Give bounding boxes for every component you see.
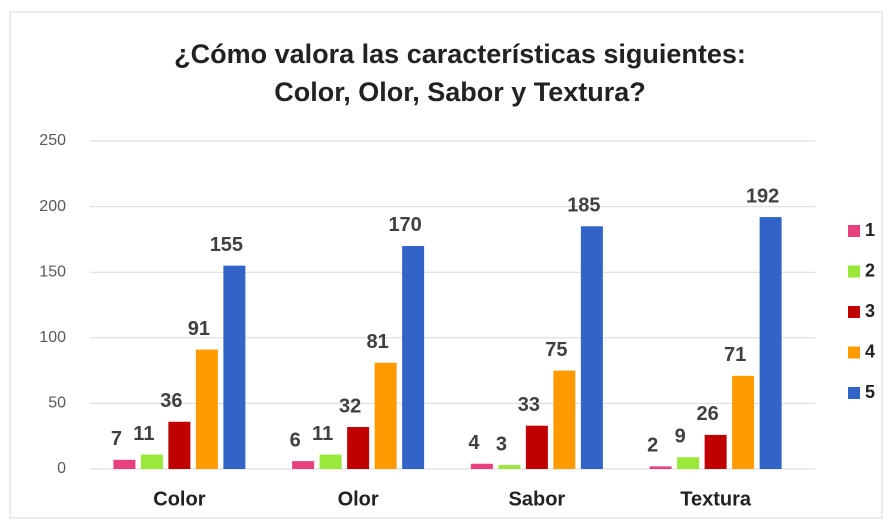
bar — [525, 425, 548, 469]
x-tick-label: Sabor — [509, 488, 566, 510]
bar — [195, 349, 218, 469]
bar — [402, 245, 425, 469]
chart-title: ¿Cómo valora las características siguien… — [174, 39, 746, 69]
bar — [759, 217, 782, 469]
bar — [319, 454, 342, 469]
y-tick-label: 100 — [39, 329, 66, 346]
bar — [677, 457, 700, 469]
bar — [470, 463, 493, 469]
legend-swatch — [848, 265, 860, 278]
legend-swatch — [848, 346, 860, 359]
bar — [223, 265, 246, 469]
y-tick-label: 250 — [39, 132, 66, 149]
legend-label: 3 — [865, 301, 875, 321]
data-label: 2 — [647, 435, 658, 457]
data-label: 9 — [675, 425, 686, 447]
y-tick-label: 0 — [57, 460, 66, 477]
legend-swatch — [848, 225, 860, 237]
bar — [292, 461, 315, 469]
data-label: 192 — [746, 185, 779, 207]
data-label: 91 — [188, 318, 210, 340]
bar — [704, 434, 727, 469]
data-label: 11 — [133, 423, 154, 445]
bar — [140, 454, 163, 469]
data-label: 6 — [290, 429, 301, 451]
x-tick-label: Textura — [680, 488, 752, 510]
bar — [649, 466, 672, 469]
legend-label: 1 — [865, 220, 875, 240]
y-tick-label: 200 — [39, 198, 66, 215]
bar — [347, 427, 370, 469]
legend-swatch — [848, 306, 860, 318]
bar — [732, 375, 755, 469]
data-label: 3 — [496, 433, 507, 455]
data-label: 155 — [210, 234, 243, 256]
bar — [374, 362, 397, 469]
bar — [580, 226, 603, 469]
legend-label: 5 — [865, 382, 875, 402]
data-label: 71 — [724, 344, 746, 366]
data-label: 185 — [567, 195, 600, 217]
y-tick-label: 50 — [48, 395, 66, 412]
data-label: 170 — [388, 214, 421, 236]
legend-label: 4 — [865, 341, 875, 361]
bar — [553, 370, 576, 469]
data-label: 36 — [160, 390, 182, 412]
data-label: 11 — [312, 423, 333, 445]
data-label: 4 — [468, 432, 480, 454]
bar — [498, 465, 521, 469]
data-label: 75 — [545, 339, 567, 361]
data-label: 7 — [111, 428, 122, 450]
legend-swatch — [848, 387, 860, 399]
y-tick-label: 150 — [39, 263, 66, 280]
chart-title: Color, Olor, Sabor y Textura? — [274, 77, 646, 107]
bar — [113, 459, 136, 469]
data-label: 81 — [367, 331, 389, 353]
bar — [168, 421, 191, 469]
data-label: 32 — [339, 395, 361, 417]
x-tick-label: Olor — [338, 488, 379, 510]
legend-label: 2 — [865, 260, 875, 280]
x-tick-label: Color — [153, 488, 205, 510]
data-label: 33 — [518, 394, 540, 416]
data-label: 26 — [697, 403, 719, 425]
